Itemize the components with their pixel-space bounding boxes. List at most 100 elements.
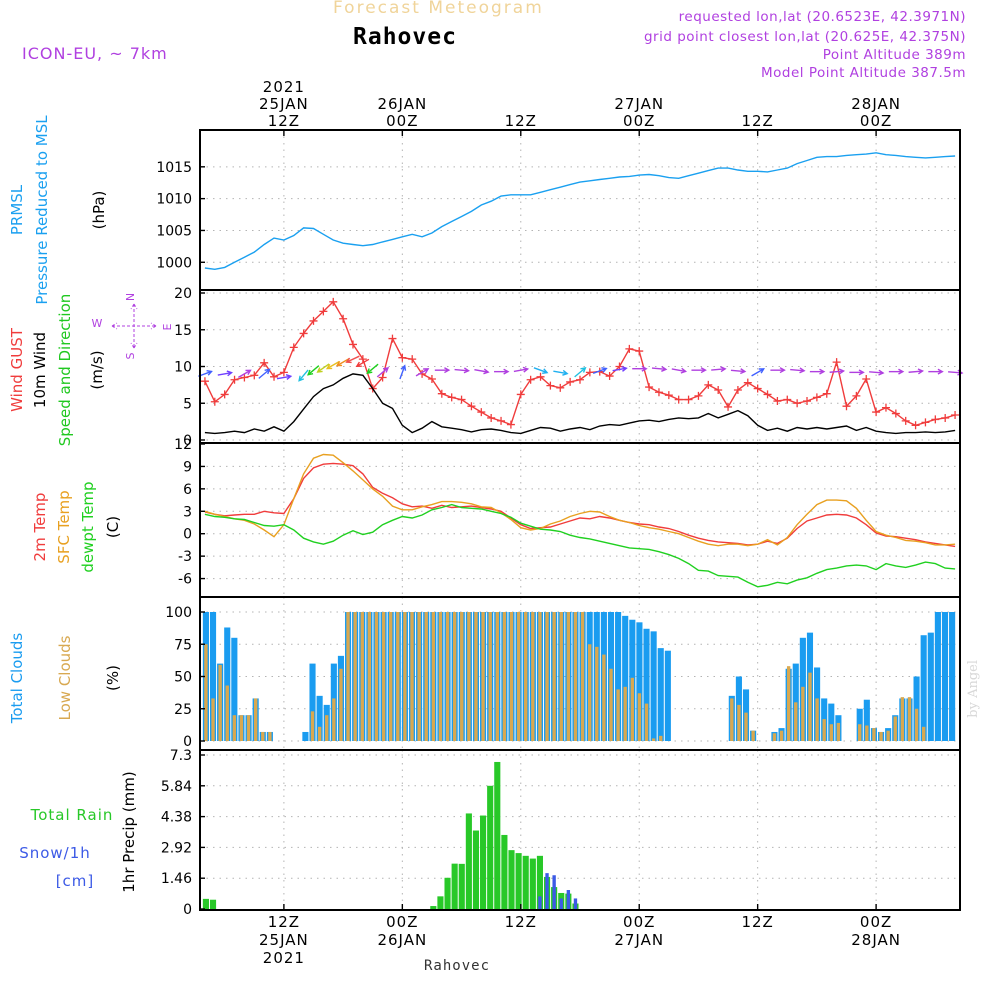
precip-ylabel: Snow/1h (19, 844, 91, 862)
wind-arrow-head (641, 365, 648, 372)
clouds-bar-total (650, 631, 657, 741)
x-tick-label: 28JAN (851, 931, 901, 949)
clouds-bar-total (643, 628, 650, 741)
compass-south: S (124, 352, 137, 359)
wind-marker (625, 344, 634, 353)
clouds-bar-total (657, 648, 664, 741)
clouds-y-tick-label: 25 (174, 702, 192, 718)
clouds-bar-low (772, 733, 777, 741)
temperature-y-tick-label: 6 (183, 482, 192, 498)
wind-arrow-head (779, 367, 786, 374)
clouds-bar-low (651, 738, 656, 741)
wind-arrow (651, 367, 666, 371)
temperature-line-dewpt (204, 503, 956, 588)
clouds-bar-low (367, 612, 372, 741)
wind-marker (250, 371, 259, 380)
pressure-ylabel: Pressure Reduced to MSL (33, 115, 51, 305)
clouds-bar-low (879, 731, 883, 741)
wind-marker (852, 391, 861, 400)
wind-arrow (553, 370, 568, 375)
precip-bar-rain (494, 761, 501, 909)
clouds-bar-low (332, 698, 336, 741)
wind-arrow-head (740, 368, 747, 375)
wind-arrow (574, 367, 586, 378)
pressure-ylabel: (hPa) (90, 191, 108, 230)
clouds-bar-low (538, 612, 542, 741)
wind-arrow (474, 369, 489, 373)
wind-marker (684, 395, 693, 404)
wind-arrow-head (444, 367, 451, 374)
clouds-bar-total (302, 731, 309, 741)
clouds-bar-low (239, 715, 244, 741)
temperature-y-tick-label: -3 (178, 549, 192, 565)
wind-y-tick-label: 15 (174, 323, 192, 339)
precip-bar-snow (538, 896, 542, 909)
clouds-bar-low (445, 612, 450, 741)
precip-bar-rain (451, 863, 458, 909)
wind-arrow-head (858, 369, 865, 376)
precip-bar-snow (545, 873, 549, 909)
clouds-bar-low (872, 728, 876, 741)
clouds-bar-low (246, 715, 251, 741)
precip-y-tick-label: 5.84 (161, 779, 192, 795)
wind-marker (270, 372, 279, 381)
clouds-bar-low (204, 644, 208, 741)
wind-marker (803, 397, 812, 406)
precip-y-tick-label: 2.92 (161, 840, 192, 856)
wind-marker (556, 383, 565, 392)
x-tick-label-top: 12Z (505, 112, 537, 130)
clouds-bar-low (794, 702, 798, 741)
clouds-bar-low (808, 672, 812, 741)
wind-line-wind (204, 373, 956, 435)
wind-arrow-head (423, 368, 430, 374)
wind-arrow-head (463, 367, 470, 374)
clouds-bar-low (865, 725, 869, 741)
clouds-bar-low (730, 698, 734, 741)
x-tick-label: 25JAN (259, 931, 309, 949)
wind-arrow-head (325, 363, 333, 370)
wind-marker (427, 374, 436, 383)
clouds-bar-low (218, 664, 222, 741)
x-tick-label: 00Z (386, 913, 418, 931)
clouds-bar-low (232, 715, 237, 741)
pressure-line-series (204, 152, 956, 271)
x-tick-label: 00Z (623, 913, 655, 931)
wind-marker (457, 395, 466, 404)
clouds-bar-low (495, 612, 499, 741)
clouds-bar-low (858, 724, 862, 741)
precip-bar-rain (508, 850, 515, 909)
wind-marker (230, 375, 239, 384)
clouds-bar-low (737, 704, 741, 741)
clouds-bar-low (801, 686, 805, 741)
clouds-bar-total (309, 663, 316, 741)
wind-arrow-head (917, 368, 925, 375)
wind-marker (536, 372, 545, 381)
precip-bar-rain (202, 898, 209, 909)
wind-arrow (276, 375, 291, 380)
wind-arrow (730, 369, 745, 373)
clouds-bar-low (566, 612, 571, 741)
wind-marker (299, 329, 308, 338)
wind-arrow (258, 368, 270, 379)
grid-point-coords: grid point closest lon,lat (20.625E, 42.… (643, 29, 966, 45)
clouds-bar-low (509, 612, 514, 741)
clouds-y-tick-label: 75 (174, 637, 192, 653)
clouds-bar-low (325, 715, 329, 741)
wind-arrow (376, 367, 389, 378)
wind-marker (260, 358, 269, 367)
wind-arrow-head (483, 368, 490, 375)
wind-marker (398, 353, 407, 362)
wind-arrow-head (206, 370, 213, 376)
wind-marker (773, 397, 782, 406)
clouds-bar-low (516, 612, 521, 741)
wind-marker (664, 391, 673, 400)
temperature-y-tick-label: 3 (183, 504, 192, 520)
pressure-y-tick-label: 1015 (156, 160, 192, 176)
wind-arrow (671, 368, 686, 373)
compass-north: N (124, 293, 137, 301)
wind-marker (339, 314, 348, 323)
clouds-bar-low (467, 612, 471, 741)
wind-arrow-head (542, 368, 549, 375)
clouds-bar-low (623, 686, 627, 741)
clouds-bar-low (602, 654, 606, 741)
